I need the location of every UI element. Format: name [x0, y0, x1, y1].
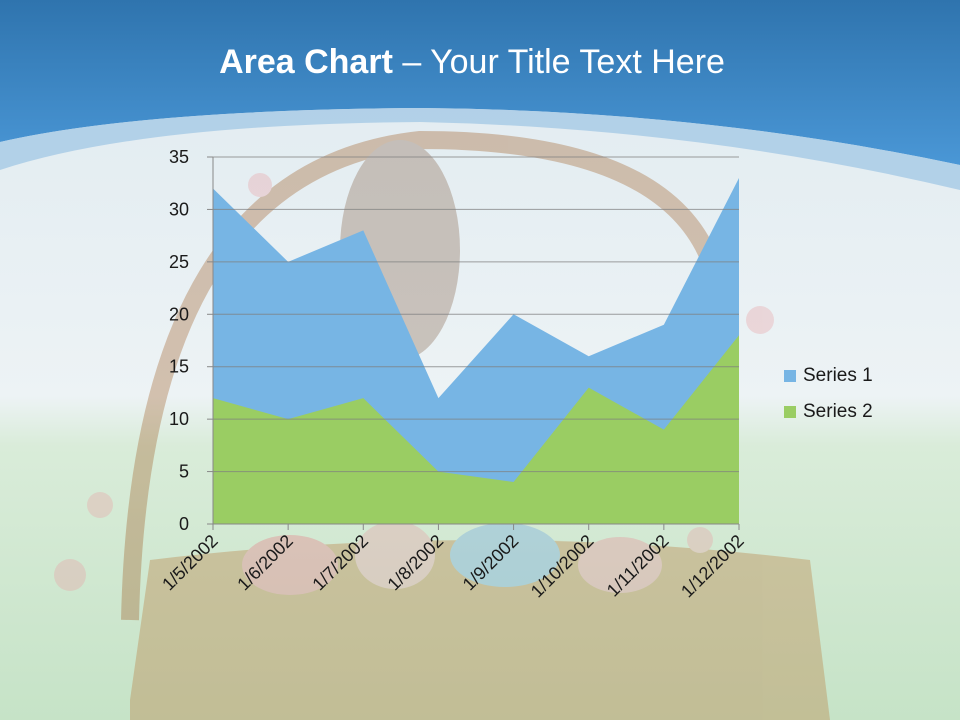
basket-illustration — [54, 130, 830, 720]
x-tick-label-2: 1/7/2002 — [308, 531, 372, 595]
y-tick-label-15: 15 — [169, 357, 189, 377]
title-rest: – Your Title Text Here — [392, 43, 725, 81]
y-tick-label-10: 10 — [169, 409, 189, 429]
y-tick-label-25: 25 — [169, 252, 189, 272]
legend-label-series-2: Series 2 — [803, 401, 873, 422]
slide-title: Area Chart – Your Title Text Here — [0, 40, 944, 84]
x-tick-label-6: 1/11/2002 — [603, 531, 673, 601]
y-tick-label-30: 30 — [169, 199, 189, 219]
y-tick-label-0: 0 — [179, 514, 189, 534]
title-bold: Area Chart — [219, 43, 393, 81]
x-tick-label-5: 1/10/2002 — [527, 531, 598, 602]
x-tick-label-3: 1/8/2002 — [384, 531, 448, 595]
x-tick-label-0: 1/5/2002 — [158, 531, 222, 595]
legend-swatch-series-2 — [784, 406, 796, 418]
chart-legend: Series 1 Series 2 — [784, 358, 873, 430]
legend-item-series-1: Series 1 — [784, 358, 873, 394]
x-tick-label-1: 1/6/2002 — [233, 531, 297, 595]
y-tick-label-35: 35 — [169, 147, 189, 167]
legend-swatch-series-1 — [784, 370, 796, 382]
y-tick-label-5: 5 — [179, 462, 189, 482]
area-series-2 — [213, 335, 739, 524]
legend-label-series-1: Series 1 — [803, 365, 873, 386]
x-tick-label-7: 1/12/2002 — [677, 531, 748, 602]
x-tick-label-4: 1/9/2002 — [459, 531, 523, 595]
legend-item-series-2: Series 2 — [784, 394, 873, 430]
y-tick-label-20: 20 — [169, 304, 189, 324]
